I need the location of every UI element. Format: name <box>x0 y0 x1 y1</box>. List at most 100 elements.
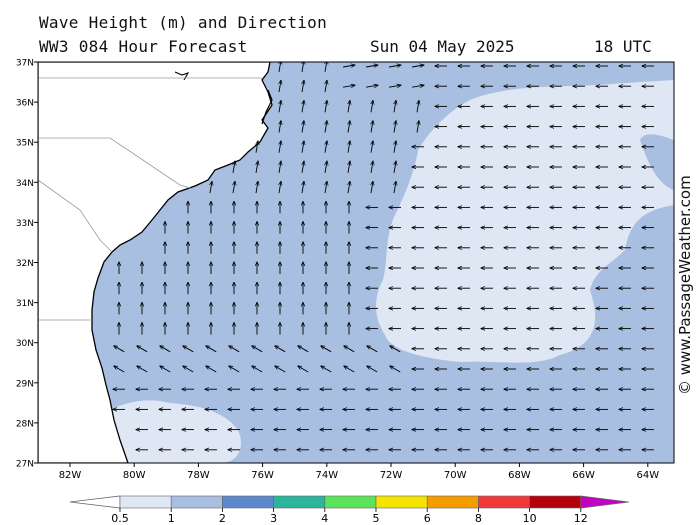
legend-label: 4 <box>321 512 328 525</box>
wave-arrow <box>367 366 378 373</box>
wave-arrow <box>275 346 286 353</box>
legend-label: 8 <box>475 512 482 525</box>
wave-arrow <box>137 366 148 373</box>
wave-height-legend: 0.5 1 2 3 4 5 6 8 10 12 <box>69 495 629 525</box>
wave-arrow <box>344 346 355 353</box>
wave-arrow <box>279 101 281 113</box>
wave-arrow <box>302 161 304 173</box>
forecast-date: Sun 04 May 2025 <box>370 37 515 56</box>
wave-arrow <box>279 121 281 133</box>
wave-arrow <box>279 141 281 153</box>
legend-swatch <box>222 495 274 509</box>
wave-arrow <box>390 346 401 353</box>
wave-arrow <box>302 121 304 133</box>
wave-arrow <box>206 346 217 353</box>
wave-arrow <box>321 346 332 353</box>
wave-arrow <box>302 101 304 113</box>
wave-arrow <box>367 346 378 353</box>
wave-arrow <box>279 161 281 173</box>
wave-arrow <box>256 141 258 153</box>
wave-arrow <box>366 65 378 67</box>
lat-label: 34N <box>16 179 34 189</box>
lon-label: 82W <box>59 470 82 481</box>
wave-arrow <box>302 181 304 194</box>
wave-arrow <box>229 366 240 373</box>
wave-arrow <box>394 181 396 194</box>
legend-swatch <box>273 495 326 509</box>
wave-arrow <box>348 141 350 153</box>
legend-swatch <box>375 495 428 509</box>
wave-arrow <box>302 80 304 93</box>
longitude-axis: 82W 80W 78W 76W 74W 72W 70W 68W 66W 64W <box>59 463 659 481</box>
legend-swatch <box>324 495 377 509</box>
lon-label: 78W <box>187 470 210 481</box>
wave-direction-arrows <box>113 62 654 450</box>
model-subtitle: WW3 084 Hour Forecast <box>39 37 248 56</box>
wave-arrow <box>160 346 171 353</box>
wave-arrow <box>114 366 125 373</box>
wave-arrow <box>394 141 396 153</box>
wave-arrow <box>371 101 373 113</box>
lon-label: 70W <box>444 470 467 481</box>
lat-label: 36N <box>16 99 34 109</box>
wave-arrow <box>325 161 327 173</box>
wave-arrow <box>348 101 350 113</box>
lon-label: 66W <box>572 470 595 481</box>
wave-arrow <box>210 181 212 194</box>
wave-arrow <box>394 161 396 173</box>
wave-arrow <box>325 80 327 93</box>
lat-label: 37N <box>16 59 34 69</box>
forecast-time: 18 UTC <box>594 37 652 56</box>
wave-arrow <box>279 181 281 194</box>
wave-arrow <box>366 85 378 87</box>
legend-label: 1 <box>168 512 175 525</box>
legend-label: 0.5 <box>111 512 129 525</box>
lon-label: 72W <box>380 470 403 481</box>
wave-arrow <box>412 65 424 67</box>
wave-arrow <box>137 346 148 353</box>
wave-arrow <box>348 161 350 173</box>
wave-arrow <box>256 161 258 173</box>
wave-arrow <box>183 346 194 353</box>
legend-swatch <box>426 495 479 509</box>
state-borders <box>38 77 262 321</box>
wave-arrow <box>302 141 304 153</box>
wave-arrow <box>344 366 355 373</box>
wave-arrow <box>325 181 327 194</box>
legend-swatch <box>478 495 530 509</box>
wave-arrow <box>252 346 263 353</box>
legend-over-triangle <box>580 495 629 509</box>
wave-arrow <box>389 85 401 87</box>
wave-arrow <box>412 85 424 87</box>
lat-label: 31N <box>16 299 34 309</box>
legend-label: 3 <box>270 512 277 525</box>
wave-arrow <box>389 65 401 67</box>
lon-label: 68W <box>508 470 531 481</box>
wave-arrow <box>229 346 240 353</box>
wave-arrow <box>348 181 350 194</box>
lat-label: 33N <box>16 219 34 229</box>
legend-label: 2 <box>219 512 226 525</box>
lon-label: 64W <box>636 470 659 481</box>
lat-label: 28N <box>16 419 34 429</box>
lon-label: 74W <box>315 470 338 481</box>
wave-arrow <box>256 181 258 194</box>
wave-arrow <box>325 141 327 153</box>
wave-arrow <box>279 80 281 93</box>
wave-arrow <box>343 85 355 87</box>
island-outer-banks <box>261 89 273 125</box>
wave-arrow <box>206 366 217 373</box>
wave-arrow <box>160 366 171 373</box>
lat-label: 35N <box>16 139 34 149</box>
legend-label: 10 <box>523 512 537 525</box>
wave-arrow <box>348 121 350 133</box>
wave-arrow <box>417 101 419 113</box>
legend-label: 5 <box>373 512 380 525</box>
lat-label: 30N <box>16 339 34 349</box>
legend-under-triangle <box>69 495 121 509</box>
chart-title: Wave Height (m) and Direction <box>39 13 328 32</box>
land-mass <box>38 62 273 463</box>
lon-label: 76W <box>251 470 274 481</box>
legend-swatch <box>119 495 172 509</box>
